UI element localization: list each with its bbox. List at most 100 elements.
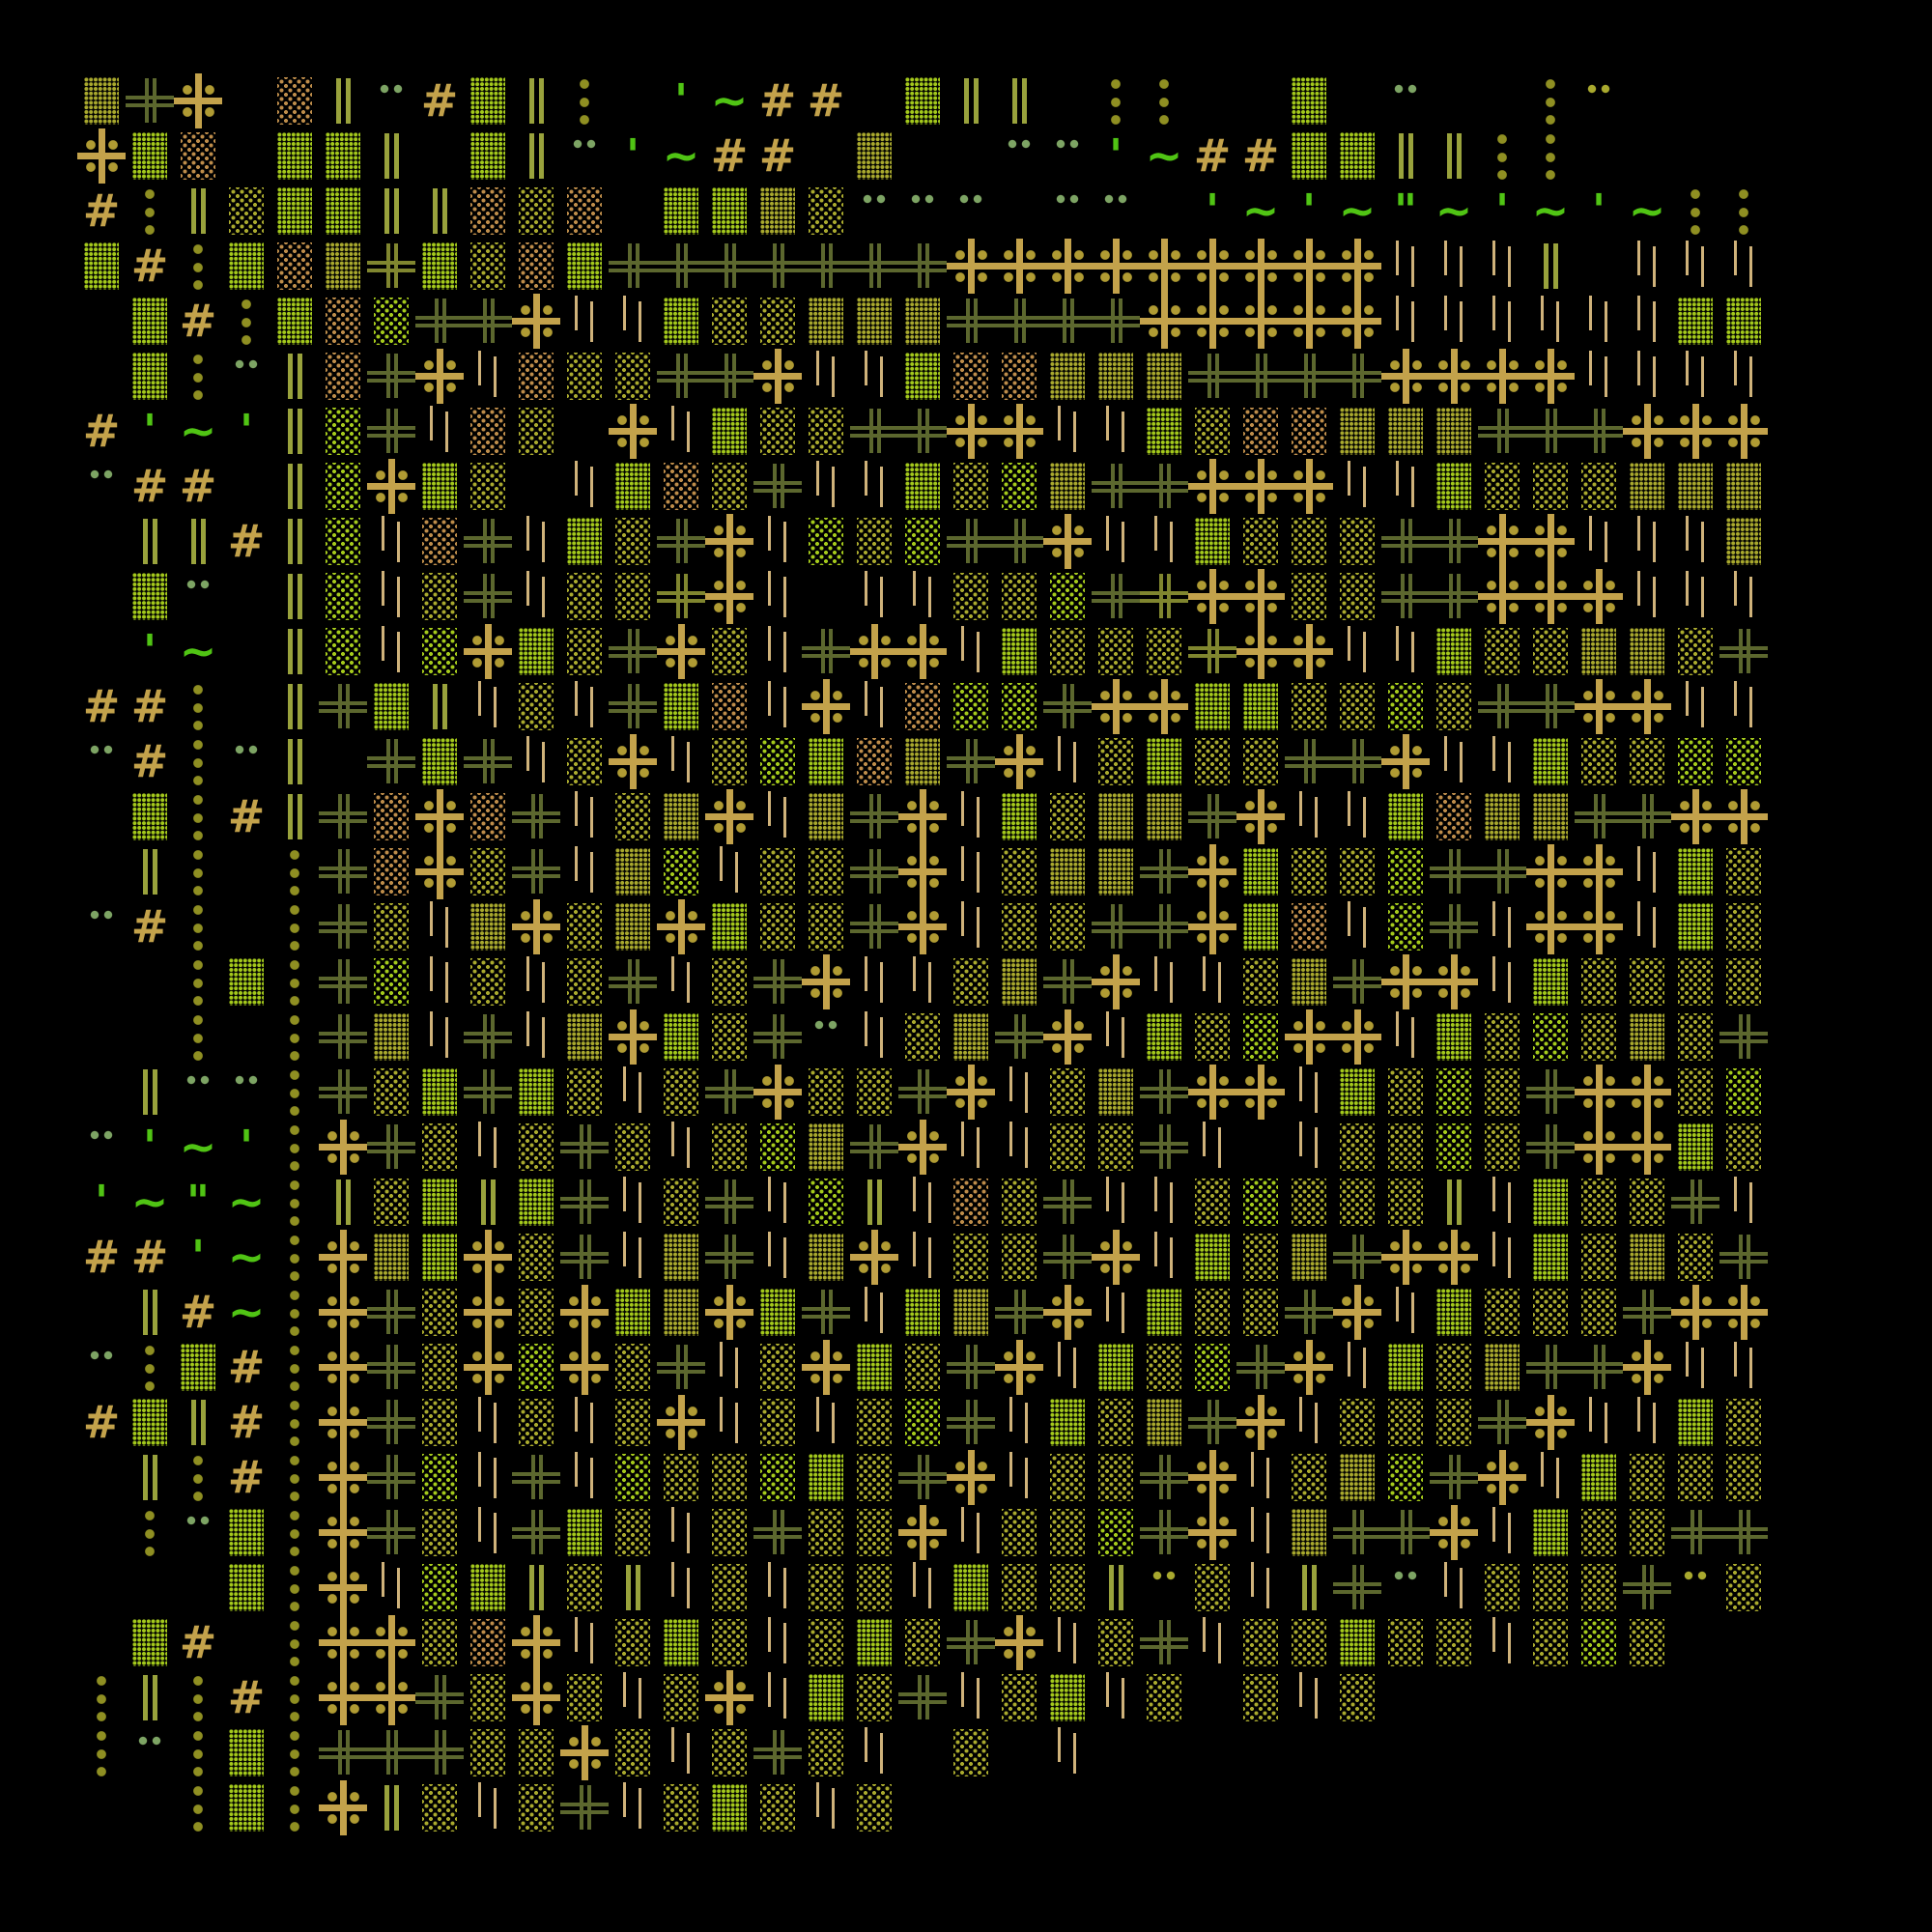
empty-tile [77, 514, 126, 569]
sparse-grass-olive-tile [1092, 1615, 1140, 1670]
dot-column-olive-tile [270, 1505, 319, 1560]
sun-cross-tan-tile [367, 459, 415, 514]
apostrophe-green-tile: ' [142, 405, 157, 457]
trunk-pipe-tan-tile [1333, 899, 1381, 954]
dense-foliage-green-tile [1526, 1175, 1575, 1230]
sparse-soil-tan-tile [319, 294, 367, 349]
double-pipe-olive-tile [174, 1395, 222, 1450]
empty-tile [1236, 1725, 1285, 1780]
trunk-pipe-tan-tile [1043, 404, 1092, 459]
sparse-grass-olive-tile [1623, 1175, 1671, 1230]
hash-tan-tile: # [130, 900, 169, 952]
sparse-grass-olive-tile [1188, 404, 1236, 459]
trunk-pipe-tan-tile [1430, 734, 1478, 789]
trunk-pipe-tan-tile [367, 624, 415, 679]
sun-cross-tan-tile [995, 1340, 1043, 1395]
sun-cross-tan-tile [560, 1285, 609, 1340]
double-pipe-olive-tile [1430, 1175, 1478, 1230]
dot-column-olive-tile [1092, 73, 1140, 128]
dense-grass-olive-tile [1719, 514, 1768, 569]
sun-cross-tan-tile [657, 899, 705, 954]
tilde-green-tile: ~ [662, 129, 700, 182]
dense-foliage-green-tile [1671, 294, 1719, 349]
trunk-pipe-tan-tile [898, 1230, 947, 1285]
empty-tile [1623, 128, 1671, 184]
hash-tan-tile: # [807, 74, 845, 127]
dot-column-olive-tile [174, 954, 222, 1009]
double-cross-dark-olive-tile [753, 954, 802, 1009]
trunk-pipe-tan-tile [1719, 349, 1768, 404]
double-cross-dark-olive-tile [947, 1340, 995, 1395]
dense-foliage-green-tile [1671, 899, 1719, 954]
sun-cross-tan-tile [705, 1285, 753, 1340]
double-cross-dark-olive-tile [1092, 294, 1140, 349]
sun-cross-tan-tile [898, 1120, 947, 1175]
sun-cross-tan-tile [1478, 569, 1526, 624]
sun-cross-tan-tile [1043, 514, 1092, 569]
trunk-pipe-tan-tile [1623, 514, 1671, 569]
dense-grass-olive-tile [753, 184, 802, 239]
dense-foliage-green-tile [512, 1065, 560, 1120]
empty-tile [319, 734, 367, 789]
empty-tile [947, 128, 995, 184]
empty-tile [1478, 1780, 1526, 1835]
empty-tile [1671, 128, 1719, 184]
double-cross-dark-olive-tile [367, 1725, 415, 1780]
trunk-pipe-tan-tile [464, 1780, 512, 1835]
trunk-pipe-tan-tile [850, 459, 898, 514]
empty-tile [1575, 128, 1623, 184]
sparse-grass-olive-tile [1623, 954, 1671, 1009]
double-cross-dark-olive-tile [1526, 1340, 1575, 1395]
dense-foliage-green-tile [319, 128, 367, 184]
sun-cross-tan-tile [1623, 1340, 1671, 1395]
tilde-green-tile: ~ [1435, 185, 1473, 237]
dot-pair-sage-tile [222, 734, 270, 789]
dense-foliage-green-tile [802, 734, 850, 789]
trunk-pipe-tan-tile [753, 1615, 802, 1670]
sparse-grass-olive-tile [464, 239, 512, 294]
empty-tile [77, 569, 126, 624]
sun-cross-tan-tile [1333, 294, 1381, 349]
sparse-grass-olive-tile [1333, 1395, 1381, 1450]
double-cross-dark-olive-tile [464, 1009, 512, 1065]
double-cross-dark-olive-tile [1430, 844, 1478, 899]
sun-cross-tan-tile [464, 624, 512, 679]
tilde-green-tile: ~ [179, 625, 217, 677]
double-cross-dark-olive-tile [1623, 1560, 1671, 1615]
sparse-grass-olive-tile [1333, 1175, 1381, 1230]
sun-cross-tan-tile [1719, 404, 1768, 459]
double-cross-dark-olive-tile [995, 294, 1043, 349]
trunk-pipe-tan-tile [1719, 569, 1768, 624]
empty-tile [802, 128, 850, 184]
double-cross-dark-olive-tile [850, 789, 898, 844]
sparse-grass-olive-tile [609, 1505, 657, 1560]
sun-cross-tan-tile [319, 1230, 367, 1285]
dense-grass-olive-tile [657, 1230, 705, 1285]
double-cross-dark-olive-tile [1526, 1120, 1575, 1175]
sparse-grass-olive-tile [1478, 624, 1526, 679]
dense-grass-olive-tile [1575, 624, 1623, 679]
sparse-grass-olive-tile [1719, 844, 1768, 899]
sparse-grass-olive-tile [947, 459, 995, 514]
trunk-pipe-tan-tile [560, 294, 609, 349]
double-cross-dark-olive-tile [464, 734, 512, 789]
dot-pair-olive-tile [1671, 1560, 1719, 1615]
double-cross-dark-olive-tile [657, 514, 705, 569]
dense-grass-olive-tile [1092, 789, 1140, 844]
trunk-pipe-tan-tile [898, 954, 947, 1009]
trunk-pipe-tan-tile [1140, 1175, 1188, 1230]
sparse-grass-olive-tile [850, 1670, 898, 1725]
dense-foliage-green-tile [657, 184, 705, 239]
hash-tan-tile: # [227, 515, 266, 567]
dot-column-olive-tile [270, 1670, 319, 1725]
sparse-grass-olive-tile [1236, 954, 1285, 1009]
tilde-green-tile: ~ [1241, 185, 1280, 237]
double-cross-dark-olive-tile [319, 899, 367, 954]
sun-cross-tan-tile [319, 1560, 367, 1615]
dense-foliage-green-tile [126, 128, 174, 184]
dot-column-olive-tile [270, 1285, 319, 1340]
sun-cross-tan-tile [319, 1395, 367, 1450]
trunk-pipe-tan-tile [850, 679, 898, 734]
double-pipe-olive-tile [270, 404, 319, 459]
hash-tan-tile: # [130, 1231, 169, 1283]
